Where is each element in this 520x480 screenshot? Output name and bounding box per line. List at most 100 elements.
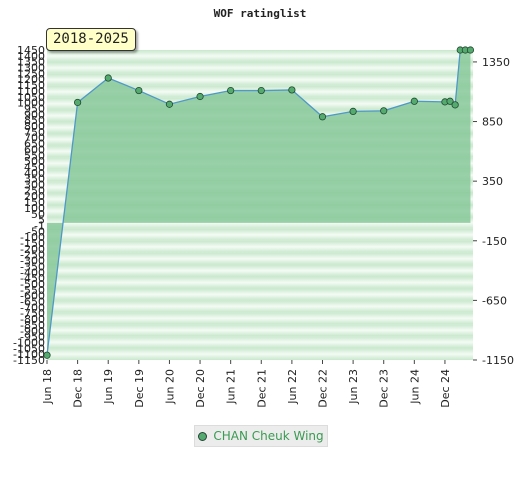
left-tick-label: -850 xyxy=(20,319,45,332)
left-tick-label: 550 xyxy=(24,149,45,162)
x-axis-ticks: Jun 18 Dec 18 Jun 19 Dec 19 Jun 20 Dec 20 Jun … xyxy=(41,360,452,408)
left-tick-label: 300 xyxy=(24,179,45,192)
data-point xyxy=(288,86,296,94)
left-tick-label: -500 xyxy=(20,278,45,291)
background-band xyxy=(47,336,473,349)
left-tick-label: -750 xyxy=(20,307,45,320)
left-tick-label: -100 xyxy=(20,231,45,244)
x-tick-label: Jun 24 xyxy=(408,369,421,405)
data-point xyxy=(410,97,418,105)
left-tick-label: 1050 xyxy=(17,91,45,104)
left-tick-label: 1150 xyxy=(17,79,45,92)
background-band xyxy=(47,61,473,74)
left-tick-label: 350 xyxy=(24,173,45,186)
left-tick-label: 450 xyxy=(24,161,45,174)
left-tick-label: 400 xyxy=(24,167,45,180)
left-tick-label: 950 xyxy=(24,102,45,115)
left-tick-label: 650 xyxy=(24,138,45,151)
left-tick-label: 250 xyxy=(24,184,45,197)
left-tick-label: -1100 xyxy=(13,348,45,361)
x-tick-label: Jun 23 xyxy=(347,369,360,405)
left-tick-label: -350 xyxy=(20,260,45,273)
right-tick-label: -150 xyxy=(482,235,507,248)
left-tick-label: 1250 xyxy=(17,67,45,80)
right-tick-label: -650 xyxy=(482,294,507,307)
background-band xyxy=(47,228,473,241)
data-point xyxy=(318,113,327,121)
left-tick-label: 500 xyxy=(24,155,45,168)
background-band xyxy=(47,73,473,86)
left-tick-label: 850 xyxy=(24,114,45,127)
data-point xyxy=(451,101,459,109)
x-tick-label: Dec 24 xyxy=(439,369,452,408)
legend-label: CHAN Cheuk Wing xyxy=(213,429,324,443)
area-fill-layer xyxy=(47,50,471,356)
chart-title: WOF ratinglist xyxy=(214,7,307,20)
data-point-layer xyxy=(43,46,475,359)
x-tick-label: Jun 22 xyxy=(286,369,299,405)
left-tick-label: -1050 xyxy=(13,342,45,355)
left-tick-label: 600 xyxy=(24,143,45,156)
left-tick-label: 1350 xyxy=(17,56,45,69)
left-tick-label: 1200 xyxy=(17,73,45,86)
x-tick-label: Dec 21 xyxy=(255,369,268,408)
legend-marker-icon xyxy=(198,431,208,441)
left-tick-label: -900 xyxy=(20,325,45,338)
data-point xyxy=(165,100,174,108)
left-tick-label: -1 xyxy=(34,219,45,232)
data-point xyxy=(196,92,204,101)
data-point xyxy=(43,351,51,359)
left-tick-label: 5 xyxy=(38,214,45,227)
data-point xyxy=(446,97,454,105)
left-tick-label: -550 xyxy=(20,284,45,297)
period-badge: 2018-2025 xyxy=(46,28,136,51)
background-band xyxy=(47,276,473,289)
left-tick-label: 1400 xyxy=(17,50,45,63)
background-band xyxy=(47,348,473,360)
left-tick-label: -400 xyxy=(20,266,45,279)
left-axis-ticks: 1450140013501300125012001150110010501000… xyxy=(13,44,45,367)
x-tick-label: Jun 20 xyxy=(163,369,176,405)
x-tick-label: Dec 20 xyxy=(194,369,207,408)
left-tick-label: -50 xyxy=(27,225,45,238)
left-tick-label: -300 xyxy=(20,255,45,268)
x-tick-label: Dec 18 xyxy=(72,369,85,408)
x-tick-label: Dec 23 xyxy=(378,369,391,408)
data-point xyxy=(135,86,143,95)
left-tick-label: 150 xyxy=(24,196,45,209)
left-tick-label: 50 xyxy=(31,208,45,221)
background-band xyxy=(47,264,473,277)
left-tick-label: -1150 xyxy=(13,354,45,367)
right-tick-label: 1350 xyxy=(482,56,510,69)
x-tick-label: Jun 19 xyxy=(102,369,115,405)
right-tick-label: 850 xyxy=(482,116,503,129)
data-point xyxy=(380,107,388,115)
data-point xyxy=(349,107,357,116)
background-band xyxy=(47,50,473,62)
left-tick-label: -200 xyxy=(20,243,45,256)
series-area xyxy=(47,50,471,356)
right-axis-ticks: 1350 850 350 -150 -650 -1150 xyxy=(473,56,514,367)
x-tick-label: Jun 18 xyxy=(41,369,54,405)
data-point xyxy=(466,46,475,54)
left-tick-label: 750 xyxy=(24,126,45,139)
data-point xyxy=(74,98,82,107)
data-point xyxy=(104,74,112,82)
left-tick-label: 1000 xyxy=(17,97,45,110)
left-tick-label: -700 xyxy=(20,301,45,314)
left-tick-label: 1300 xyxy=(17,62,45,75)
left-tick-label: -600 xyxy=(20,290,45,303)
left-tick-label: -150 xyxy=(20,237,45,250)
left-tick-label: -650 xyxy=(20,296,45,309)
x-tick-label: Dec 22 xyxy=(316,369,329,408)
left-tick-label: 700 xyxy=(24,132,45,145)
background-band xyxy=(47,240,473,253)
left-tick-label: 100 xyxy=(24,202,45,215)
background-band xyxy=(47,312,473,325)
left-tick-label: 1100 xyxy=(17,85,45,98)
left-tick-label: -450 xyxy=(20,272,45,285)
left-tick-label: -950 xyxy=(20,331,45,344)
left-tick-label: 200 xyxy=(24,190,45,203)
background-band xyxy=(47,288,473,301)
